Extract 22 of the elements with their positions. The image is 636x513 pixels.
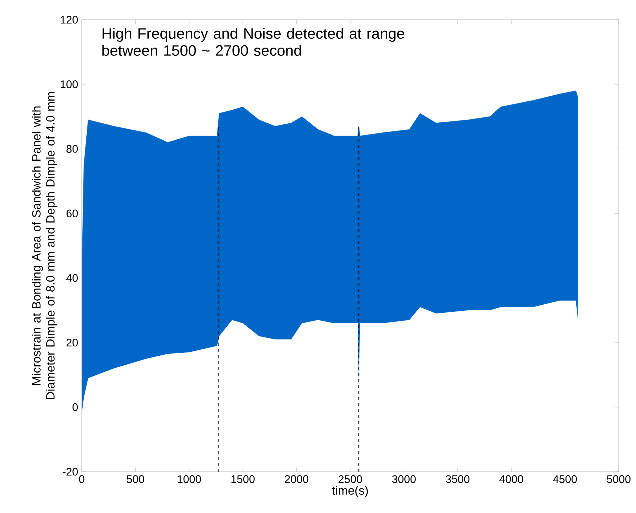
x-tick-label: 3500 (446, 476, 470, 484)
y-tick-label: -20 (63, 468, 78, 476)
annotation: High Frequency and Noise detected at range between 1500 ~ 2700 second (102, 28, 404, 56)
y-axis-title: Microstrain at Bonding Area of Sandwich Panel with Diameter Dimple of 8.0 mm and Depth Dimple of 4.0 mm (32, 92, 58, 400)
x-tick-label: 2000 (285, 476, 309, 484)
x-tick-label: 5000 (607, 476, 631, 484)
x-axis-title: time(s) (332, 486, 368, 498)
y-tick-label: 20 (66, 338, 78, 347)
y-tick-label: 100 (60, 80, 78, 88)
x-tick-label: 0 (79, 476, 85, 484)
x-tick-label: 500 (126, 476, 144, 484)
x-tick-label: 3000 (392, 476, 416, 484)
x-tick-label: 2500 (338, 476, 362, 484)
y-tick-label: 40 (66, 274, 78, 282)
x-tick-label: 1500 (232, 476, 255, 484)
y-tick-label: 0 (72, 404, 78, 412)
y-tick-label: 60 (66, 210, 78, 218)
x-tick-label: 1000 (178, 476, 202, 484)
x-tick-label: 4000 (500, 476, 524, 484)
x-tick-label: 4500 (553, 476, 578, 484)
y-tick-label: 80 (66, 145, 78, 154)
y-tick-label: 120 (60, 16, 78, 24)
